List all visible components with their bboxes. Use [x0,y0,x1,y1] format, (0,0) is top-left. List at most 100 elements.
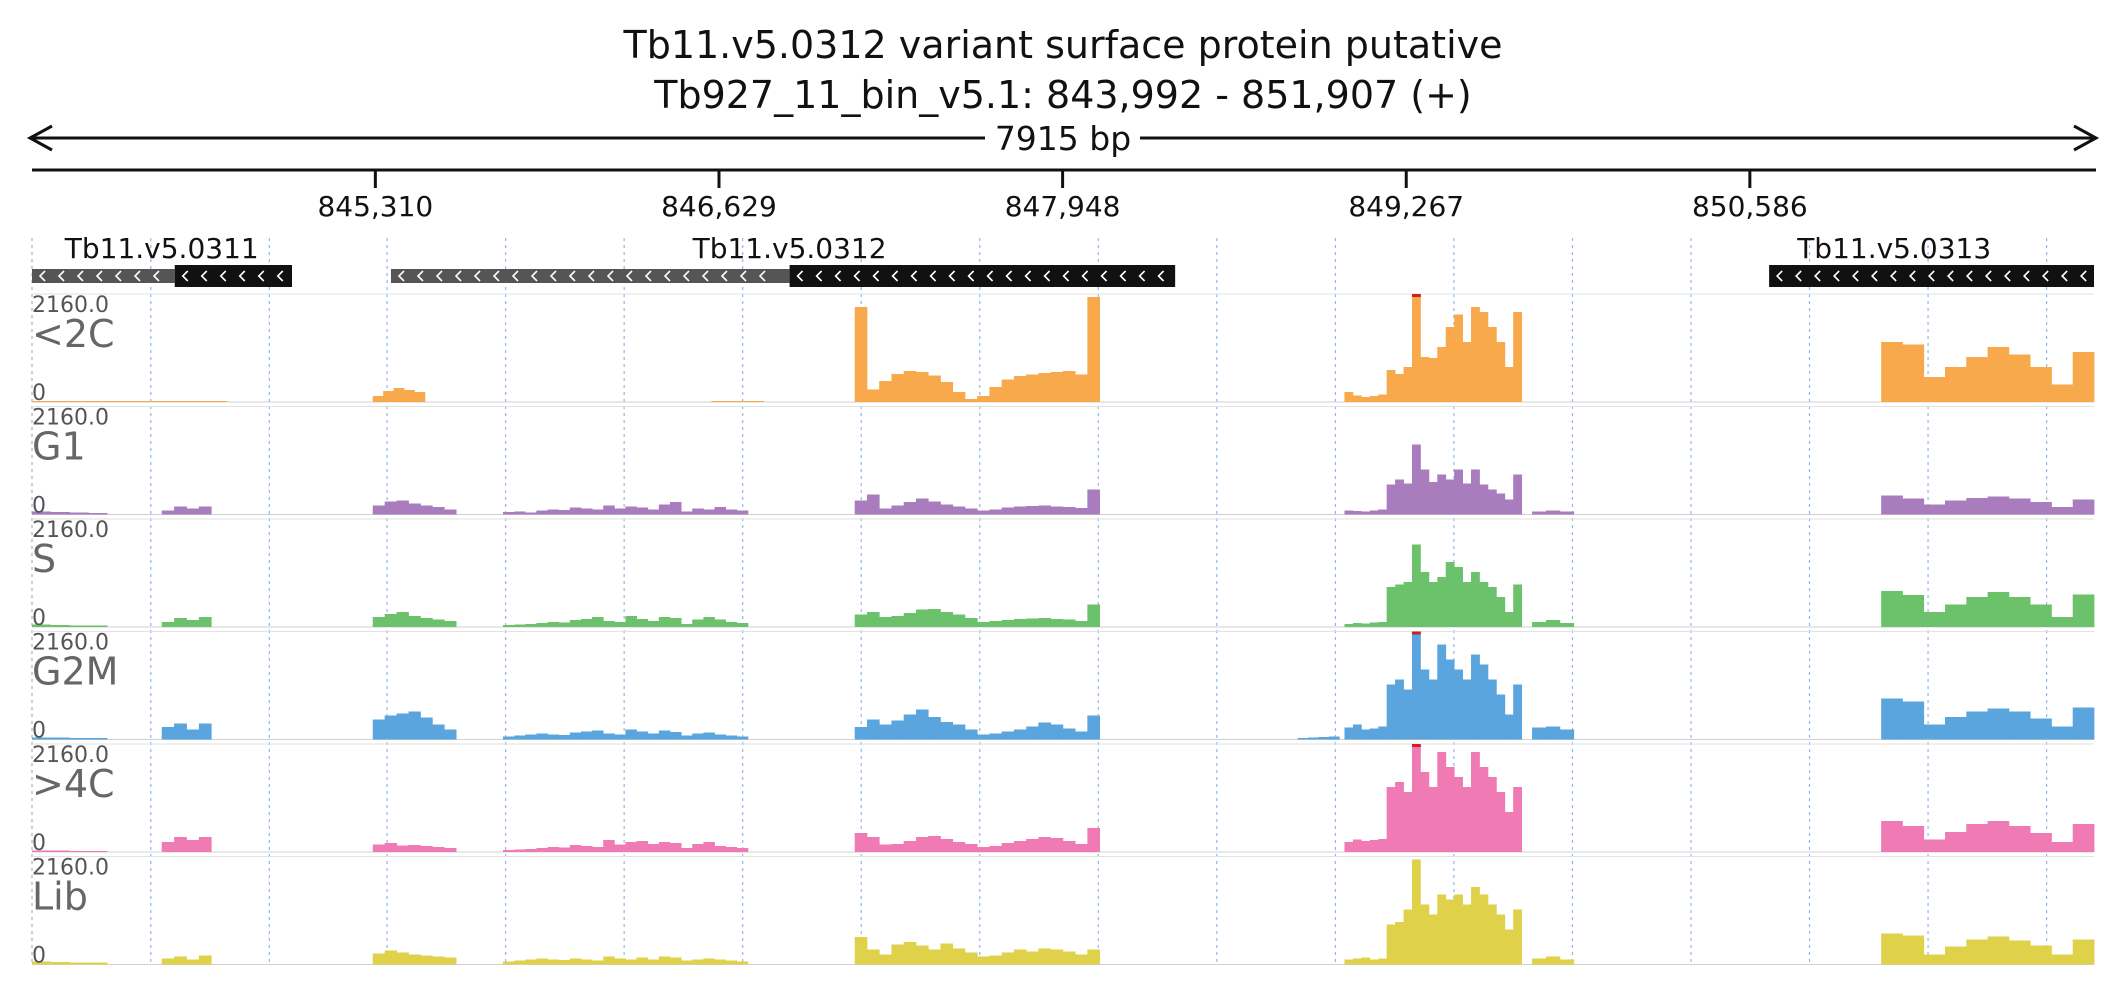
y-max-label: 2160.0 [32,293,109,318]
coverage-bar [1504,929,1514,965]
coverage-bar [32,737,52,740]
coverage-bar [525,849,537,852]
y-max-label: 2160.0 [32,518,109,543]
coverage-bar [854,833,868,852]
coverage-bar [198,955,212,965]
coverage-bar [558,622,571,627]
coverage-bar [1428,358,1438,402]
strand-arrow-icon [872,270,880,282]
coverage-bar [1902,595,1925,627]
coverage-bar [2072,594,2095,627]
coverage-bar [1420,904,1430,965]
coverage-bar [1361,841,1371,852]
coverage-bar [1395,479,1404,515]
coverage-bar [1487,489,1497,515]
strand-arrow-icon [397,270,405,282]
coverage-track: 2160.0 0 >4C [32,743,2095,856]
coverage-bar [1344,624,1354,627]
coverage-bar [1369,728,1379,740]
coverage-bar [1378,958,1388,965]
coverage-bar [964,618,978,627]
strand-arrow-icon [276,270,284,282]
coverage-bar [580,508,593,515]
coverage-bar [384,501,397,515]
coverage-bar [525,959,537,965]
coverage-bar [525,512,537,515]
coverage-bar [1559,623,1575,627]
coverage-bar [396,845,409,852]
coverage-bar [1532,622,1547,627]
coverage-bar [2051,384,2074,402]
coverage-bar [1318,737,1330,740]
coverage-bar [1038,837,1052,852]
coverage-bar [952,614,966,627]
coverage-bar [69,962,89,965]
coverage-bar [1945,500,1967,515]
coverage-bar [503,850,515,852]
span-arrow-right-icon [2073,124,2100,152]
coverage-bar [1378,839,1388,852]
coverage-bar [891,505,905,515]
coverage-bar [1504,367,1514,402]
coverage-track: 2160.0 0 <2C [32,293,2095,406]
track-name: S [32,537,56,581]
coverage-bar [1050,372,1064,402]
coverage-bar [514,849,526,852]
gene-body [390,269,790,283]
coverage-bar [658,617,671,627]
coverage-bar [558,735,571,740]
coverage-bar [1087,949,1101,965]
coverage-bar [186,840,200,852]
coverage-bar [736,623,749,627]
y-max-label: 2160.0 [32,856,109,881]
coverage-bar [1403,792,1413,852]
track-name: G1 [32,425,86,469]
coverage-bar [1403,483,1413,515]
coverage-bar [1087,604,1101,627]
coverage-bar [1395,374,1404,402]
coverage-bar [2030,367,2052,402]
coverage-bar [952,842,966,852]
coverage-bar [1513,474,1523,515]
coverage-bar [1479,312,1489,402]
coverage-bar [1352,839,1362,852]
coverage-bar [558,847,571,852]
coverage-bar [444,509,457,515]
coverage-bar [1050,724,1064,740]
coverage-bar [669,732,682,740]
coverage-bar [1545,956,1561,965]
coverage-bar [1487,587,1497,627]
coverage-bar [383,391,394,402]
coverage-bar [547,959,560,965]
coverage-bar [198,506,212,515]
coverage-bar [420,717,433,740]
coverage-bar [2072,499,2095,515]
coverage-bar [592,617,604,627]
span-ruler: 7915 bp [26,119,2100,158]
coverage-bar [32,401,72,402]
coverage-bar [1462,582,1472,627]
coverage-bar [658,730,671,740]
coverage-bar [736,848,749,852]
coverage-bar [432,619,445,627]
coverage-bar [866,837,880,852]
coverage-bar [1386,684,1396,740]
coverage-bar [625,506,637,515]
strand-arrow-icon [625,270,633,282]
coverage-bar [592,847,604,852]
coverage-bar [940,722,954,740]
strand-arrow-icon [1775,270,1783,282]
coverage-bar [161,958,175,965]
strand-arrow-icon [416,270,424,282]
coverage-bar [1881,698,1903,740]
coverage-bar [514,624,526,627]
coverage-bar [1001,952,1015,965]
coverage-bar [2008,711,2031,740]
coverage-bar [1420,572,1430,627]
coverage-bar [1411,631,1421,740]
x-tick-label: 847,948 [1005,190,1121,223]
coverage-bar [1062,507,1076,515]
coverage-bar [1532,727,1547,740]
coverage-bar [1923,504,1946,515]
coverage-bar [1881,495,1903,515]
